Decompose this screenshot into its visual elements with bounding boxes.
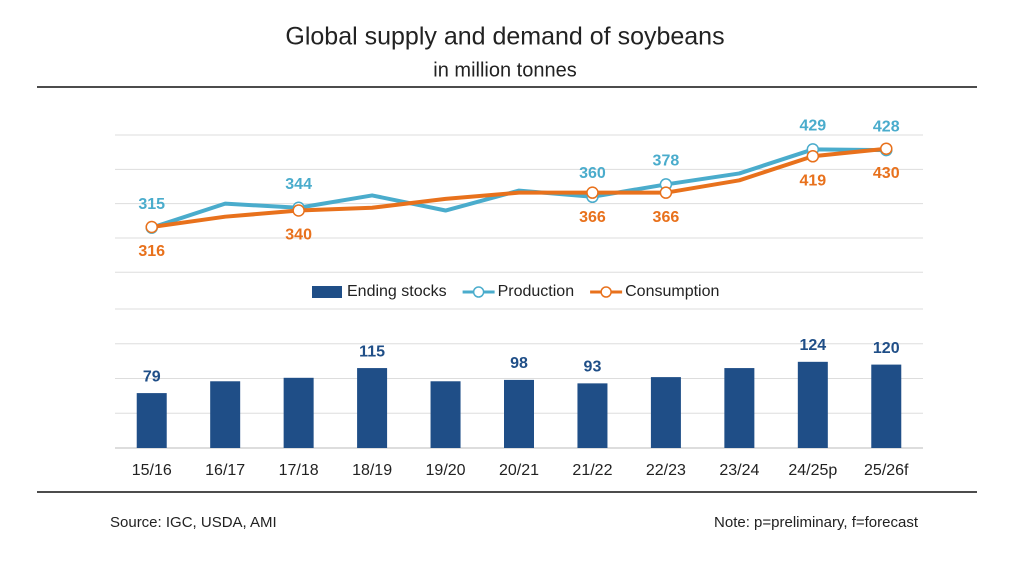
- source: Source: IGC, USDA, AMI: [110, 514, 277, 531]
- x-tick-label: 17/18: [279, 462, 319, 479]
- point-marker: [880, 142, 893, 155]
- bar: [136, 393, 167, 448]
- note: Note: p=preliminary, f=forecast: [714, 514, 919, 531]
- data-label: 378: [653, 153, 680, 170]
- x-tick-label: 18/19: [352, 462, 392, 479]
- data-label: 316: [138, 243, 165, 260]
- legend-marker: [472, 286, 485, 298]
- bar: [504, 379, 534, 448]
- data-label: 115: [359, 343, 385, 360]
- bar: [283, 377, 314, 448]
- point-marker: [586, 186, 599, 199]
- data-label: 340: [285, 227, 312, 244]
- bar: [577, 383, 608, 448]
- data-label: 366: [579, 209, 606, 226]
- point-marker: [659, 186, 673, 199]
- data-label: 360: [579, 165, 606, 182]
- x-tick-label: 16/17: [205, 462, 245, 479]
- legend-label: Consumption: [625, 283, 719, 300]
- data-label: 428: [873, 118, 900, 135]
- x-tick-label: 21/22: [572, 462, 612, 479]
- data-label: 315: [138, 196, 165, 213]
- legend-swatch: [312, 286, 342, 298]
- data-label: 366: [653, 209, 680, 226]
- data-label: 79: [143, 368, 161, 385]
- x-tick-label: 24/25p: [788, 462, 837, 479]
- data-label: 98: [510, 355, 528, 372]
- x-tick-label: 25/26f: [864, 462, 909, 479]
- data-label: 120: [873, 340, 900, 357]
- point-marker: [806, 150, 820, 163]
- bar: [724, 368, 755, 448]
- bar: [797, 361, 828, 448]
- data-label: 344: [285, 176, 312, 193]
- chart-title: Global supply and demand of soybeans: [285, 23, 724, 51]
- bar: [650, 377, 681, 448]
- legend-label: Ending stocks: [347, 283, 447, 300]
- bar: [210, 381, 241, 448]
- point-marker: [292, 204, 305, 217]
- x-tick-label: 22/23: [646, 462, 686, 479]
- x-tick-label: 15/16: [132, 462, 172, 479]
- x-tick-label: 20/21: [499, 462, 539, 479]
- data-label: 419: [799, 173, 826, 190]
- x-tick-label: 19/20: [426, 462, 466, 479]
- data-label: 429: [799, 118, 826, 135]
- chart-subtitle: in million tonnes: [433, 59, 576, 81]
- bar: [357, 368, 388, 448]
- bar: [871, 364, 902, 448]
- legend-label: Production: [498, 283, 575, 300]
- x-tick-label: 23/24: [719, 462, 759, 479]
- line-series: [151, 147, 887, 230]
- data-label: 430: [873, 165, 900, 182]
- bar: [430, 381, 461, 448]
- line-series: [151, 146, 887, 229]
- point-marker: [145, 220, 158, 234]
- data-label: 93: [584, 359, 602, 376]
- data-label: 124: [799, 337, 826, 354]
- legend-marker: [600, 286, 612, 298]
